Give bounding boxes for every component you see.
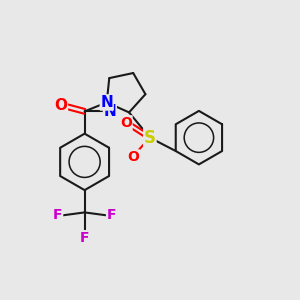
Text: S: S: [144, 129, 156, 147]
Text: N: N: [100, 95, 113, 110]
Text: O: O: [54, 98, 67, 113]
Text: N: N: [103, 104, 116, 119]
Text: O: O: [128, 150, 140, 164]
Text: F: F: [80, 231, 89, 245]
Text: O: O: [120, 116, 132, 130]
Text: F: F: [106, 208, 116, 222]
Text: F: F: [53, 208, 63, 222]
